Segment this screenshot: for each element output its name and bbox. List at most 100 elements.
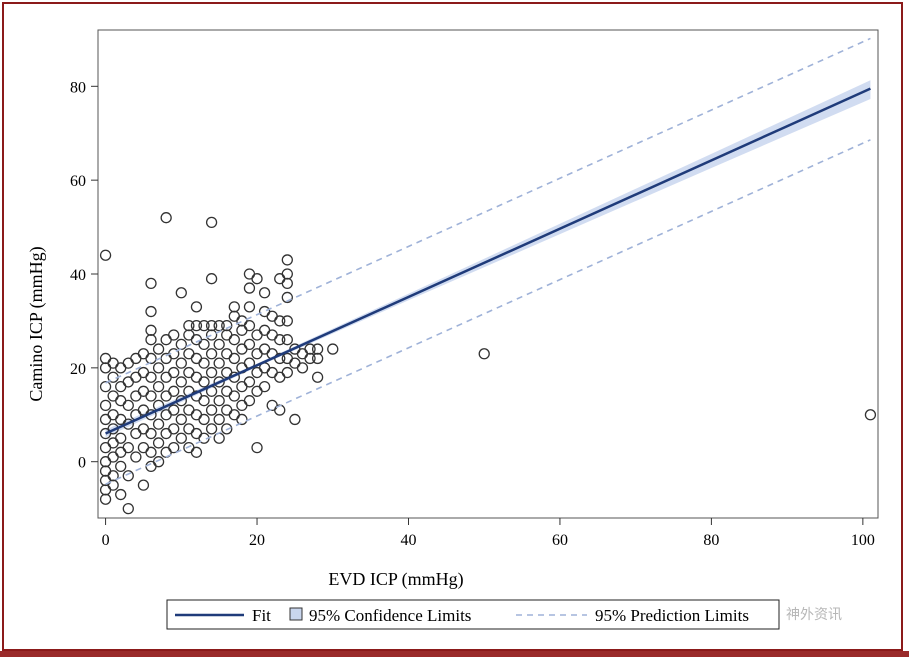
data-point: [145, 371, 157, 383]
y-tick-label: 20: [70, 361, 86, 378]
data-point: [99, 399, 112, 412]
legend-prediction-label: 95% Prediction Limits: [595, 606, 749, 625]
data-point: [213, 376, 225, 388]
y-tick-label: 80: [70, 79, 86, 96]
y-tick-label: 0: [78, 455, 86, 472]
data-point: [190, 319, 203, 332]
data-point: [175, 376, 187, 388]
data-point: [115, 432, 127, 444]
data-point: [258, 287, 271, 299]
data-point: [221, 423, 233, 435]
x-tick-label: 40: [400, 532, 416, 549]
data-point: [327, 343, 339, 355]
x-tick-label: 0: [102, 532, 110, 549]
data-point: [205, 329, 218, 341]
bottom-border-bar: [0, 651, 909, 657]
data-point: [122, 441, 134, 454]
data-point: [198, 395, 210, 407]
data-point: [205, 216, 218, 229]
scatter-chart: 0 20 40 60 80 100 0 20 40 60 80 EVD ICP (mmHg) Ca…: [26, 29, 879, 630]
data-point: [99, 380, 112, 393]
data-point: [122, 418, 134, 430]
data-point: [152, 437, 165, 449]
data-point: [190, 446, 203, 458]
data-point: [311, 352, 324, 365]
data-point: [281, 366, 293, 379]
data-point: [311, 371, 324, 383]
data-point: [145, 427, 157, 440]
data-point: [175, 287, 187, 299]
data-point: [289, 413, 301, 426]
data-point: [190, 301, 203, 313]
y-tick-label: 40: [70, 267, 86, 284]
prediction-limits-layer: [105, 37, 871, 485]
data-point: [107, 479, 119, 491]
data-point: [205, 404, 218, 416]
data-point: [296, 362, 309, 374]
plot-area: [97, 29, 879, 519]
data-point: [281, 291, 293, 304]
data-point: [304, 352, 316, 365]
data-point: [243, 319, 256, 332]
data-point: [251, 273, 263, 285]
data-point: [175, 413, 187, 426]
data-point: [228, 390, 240, 402]
x-axis: 0 20 40 60 80 100: [102, 518, 875, 549]
data-point: [236, 413, 248, 426]
data-point: [168, 366, 180, 379]
y-axis: 0 20 40 60 80: [70, 79, 98, 472]
data-point: [168, 423, 180, 435]
y-tick-label: 60: [70, 173, 86, 190]
data-point: [243, 338, 256, 351]
data-point: [137, 479, 150, 491]
legend-confidence-label: 95% Confidence Limits: [309, 606, 471, 625]
data-point: [122, 502, 134, 515]
legend-box: [166, 599, 780, 630]
x-tick-label: 100: [851, 532, 875, 549]
data-point: [864, 409, 877, 421]
data-point: [281, 315, 293, 327]
data-point: [198, 319, 210, 332]
data-point: [213, 357, 225, 369]
data-point: [145, 334, 157, 346]
data-point: [175, 357, 187, 369]
fit-line: [105, 87, 871, 435]
data-point: [198, 357, 210, 369]
data-point: [115, 488, 127, 501]
data-point: [175, 432, 187, 444]
data-point: [99, 493, 112, 505]
legend-fit-label: Fit: [252, 606, 271, 625]
y-axis-label: Camino ICP (mmHg): [26, 246, 47, 401]
prediction-limit-upper: [105, 37, 871, 384]
prediction-limit-lower: [105, 139, 871, 485]
data-point: [213, 413, 225, 426]
data-point: [281, 254, 293, 266]
plot-border: [97, 29, 879, 519]
data-point: [213, 338, 225, 351]
data-point: [145, 277, 157, 290]
data-point: [281, 277, 293, 290]
data-point: [228, 352, 240, 365]
data-point: [99, 249, 112, 261]
x-axis-label: EVD ICP (mmHg): [328, 569, 463, 590]
data-point: [145, 446, 157, 458]
data-point: [160, 212, 172, 224]
data-point: [274, 315, 286, 327]
watermark: 神外资讯: [786, 607, 842, 623]
data-point: [243, 376, 256, 388]
x-tick-label: 20: [249, 532, 265, 549]
data-point: [205, 273, 218, 285]
points-layer: [99, 212, 877, 515]
data-point: [205, 423, 218, 435]
data-point: [258, 380, 271, 393]
data-point: [152, 456, 165, 468]
data-point: [243, 282, 256, 294]
data-point: [130, 451, 142, 463]
figure-frame: 0 20 40 60 80 100 0 20 40 60 80 EVD ICP (mmHg) Ca…: [2, 2, 903, 651]
data-point: [168, 404, 180, 416]
data-point: [145, 390, 157, 402]
data-point: [152, 362, 165, 374]
data-point: [478, 348, 490, 360]
data-point: [168, 441, 180, 454]
data-point: [115, 460, 127, 473]
